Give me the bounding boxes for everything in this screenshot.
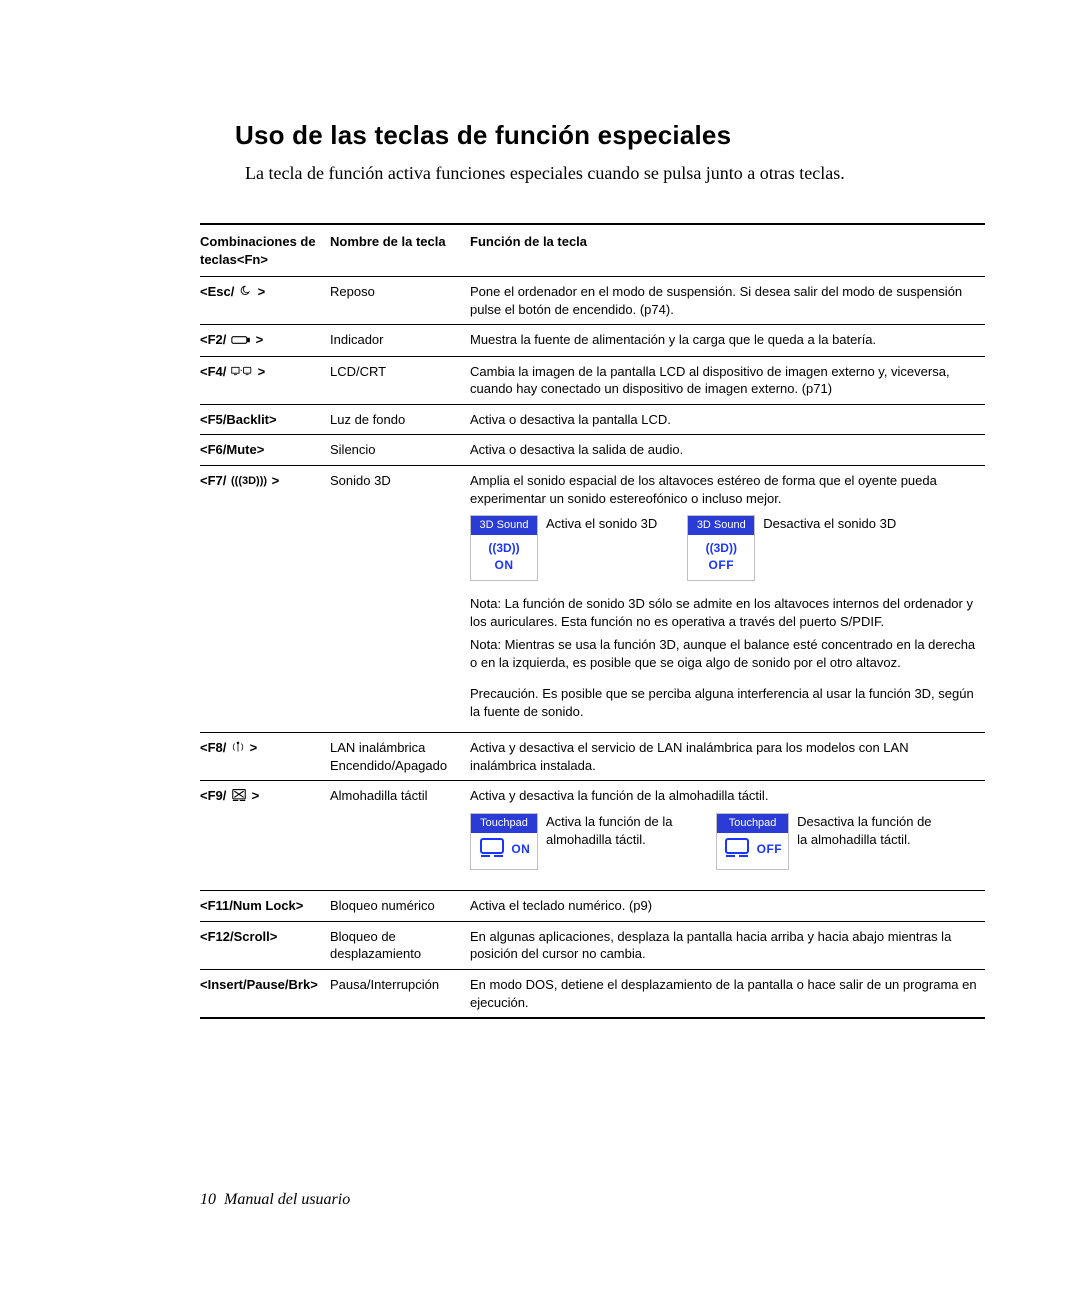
name-cell: Bloqueo numérico — [330, 891, 470, 922]
col-header-name: Nombre de la tecla — [330, 224, 470, 277]
note-text: Nota: Mientras se usa la función 3D, aun… — [470, 636, 977, 671]
combo-cell: <Insert/Pause/Brk> — [200, 969, 330, 1018]
func-cell: Muestra la fuente de alimentación y la c… — [470, 325, 985, 356]
table-row: <Insert/Pause/Brk> Pausa/Interrupción En… — [200, 969, 985, 1018]
battery-indicator-icon — [231, 332, 251, 350]
name-cell: Silencio — [330, 435, 470, 466]
sound-3d-icon: (((3D))) — [231, 474, 267, 489]
col-header-combo: Combinaciones de teclas<Fn> — [200, 224, 330, 277]
name-cell: Bloqueo de desplazamiento — [330, 921, 470, 969]
moon-sleep-icon — [239, 284, 253, 303]
func-text: Activa y desactiva la función de la almo… — [470, 787, 977, 805]
combo-cell: <F4/ > — [200, 356, 330, 404]
touchpad-glyph-icon — [478, 847, 510, 862]
func-cell: Activa o desactiva la salida de audio. — [470, 435, 985, 466]
page-number: 10 — [200, 1191, 216, 1208]
badge-caption: Activa el sonido 3D — [546, 515, 657, 533]
page-footer: 10 Manual del usuario — [200, 1191, 350, 1209]
name-cell: Almohadilla táctil — [330, 781, 470, 891]
combo-cell: <F6/Mute> — [200, 435, 330, 466]
combo-cell: <F12/Scroll> — [200, 921, 330, 969]
func-cell: Activa el teclado numérico. (p9) — [470, 891, 985, 922]
table-row: <F6/Mute> Silencio Activa o desactiva la… — [200, 435, 985, 466]
table-row: <F5/Backlit> Luz de fondo Activa o desac… — [200, 404, 985, 435]
func-cell: Pone el ordenador en el modo de suspensi… — [470, 277, 985, 325]
badge-caption: Desactiva el sonido 3D — [763, 515, 896, 533]
func-cell: Activa o desactiva la pantalla LCD. — [470, 404, 985, 435]
combo-cell: <F8/ > — [200, 733, 330, 781]
table-row: <F11/Num Lock> Bloqueo numérico Activa e… — [200, 891, 985, 922]
page-title: Uso de las teclas de función especiales — [235, 120, 985, 151]
sound-3d-glyph-icon: ((3D)) — [706, 541, 737, 555]
table-row: <F2/ > Indicador Muestra la fuente de al… — [200, 325, 985, 356]
fn-keys-table: Combinaciones de teclas<Fn> Nombre de la… — [200, 223, 985, 1019]
badge-caption: Activa la función de la almohadilla táct… — [546, 813, 686, 848]
name-cell: Sonido 3D — [330, 466, 470, 733]
badge-touchpad-off-pair: Touchpad OFF Desactiva la función de la … — [716, 813, 937, 870]
lcd-crt-icon — [231, 364, 253, 382]
touchpad-disable-icon — [231, 788, 247, 807]
badge-caption: Desactiva la función de la almohadilla t… — [797, 813, 937, 848]
func-cell: En modo DOS, detiene el desplazamiento d… — [470, 969, 985, 1018]
combo-cell: <F9/ > — [200, 781, 330, 891]
combo-cell: <Esc/ > — [200, 277, 330, 325]
touchpad-glyph-icon — [723, 847, 755, 862]
combo-cell: <F2/ > — [200, 325, 330, 356]
badge-touchpad-on: Touchpad ON — [470, 813, 538, 870]
badge-3d-off: 3D Sound ((3D)) OFF — [687, 515, 755, 581]
badge-row-3d: 3D Sound ((3D)) ON Activa el sonido 3D 3… — [470, 515, 977, 581]
wireless-antenna-icon — [231, 740, 245, 759]
page-intro: La tecla de función activa funciones esp… — [245, 161, 985, 185]
combo-cell: <F11/Num Lock> — [200, 891, 330, 922]
badge-touchpad-on-pair: Touchpad ON Activa la función de la almo… — [470, 813, 686, 870]
table-header-row: Combinaciones de teclas<Fn> Nombre de la… — [200, 224, 985, 277]
name-cell: Reposo — [330, 277, 470, 325]
func-text: Amplia el sonido espacial de los altavoc… — [470, 472, 977, 507]
combo-cell: <F5/Backlit> — [200, 404, 330, 435]
name-cell: Pausa/Interrupción — [330, 969, 470, 1018]
func-cell: Amplia el sonido espacial de los altavoc… — [470, 466, 985, 733]
table-row: <F8/ > LAN inalámbrica Encendido/Apagado… — [200, 733, 985, 781]
table-row: <F4/ > LCD/CRT Cambia la imagen de la pa… — [200, 356, 985, 404]
col-header-func: Función de la tecla — [470, 224, 985, 277]
badge-3d-off-pair: 3D Sound ((3D)) OFF Desactiva el sonido … — [687, 515, 896, 581]
table-row: <F12/Scroll> Bloqueo de desplazamiento E… — [200, 921, 985, 969]
table-row: <Esc/ > Reposo Pone el ordenador en el m… — [200, 277, 985, 325]
sound-3d-glyph-icon: ((3D)) — [488, 541, 519, 555]
caution-text: Precaución. Es posible que se perciba al… — [470, 685, 977, 720]
footer-label: Manual del usuario — [224, 1191, 350, 1208]
func-cell: Activa y desactiva el servicio de LAN in… — [470, 733, 985, 781]
combo-cell: <F7/ (((3D))) > — [200, 466, 330, 733]
name-cell: LAN inalámbrica Encendido/Apagado — [330, 733, 470, 781]
manual-page: Uso de las teclas de función especiales … — [0, 0, 1080, 1309]
badge-3d-on: 3D Sound ((3D)) ON — [470, 515, 538, 581]
badge-touchpad-off: Touchpad OFF — [716, 813, 789, 870]
name-cell: Indicador — [330, 325, 470, 356]
note-text: Nota: La función de sonido 3D sólo se ad… — [470, 595, 977, 630]
func-cell: Cambia la imagen de la pantalla LCD al d… — [470, 356, 985, 404]
func-cell: En algunas aplicaciones, desplaza la pan… — [470, 921, 985, 969]
name-cell: Luz de fondo — [330, 404, 470, 435]
name-cell: LCD/CRT — [330, 356, 470, 404]
func-cell: Activa y desactiva la función de la almo… — [470, 781, 985, 891]
badge-3d-on-pair: 3D Sound ((3D)) ON Activa el sonido 3D — [470, 515, 657, 581]
table-row: <F9/ > Almohadilla táctil Activa y desac… — [200, 781, 985, 891]
badge-row-touchpad: Touchpad ON Activa la función de la almo… — [470, 813, 977, 870]
table-row: <F7/ (((3D))) > Sonido 3D Amplia el soni… — [200, 466, 985, 733]
